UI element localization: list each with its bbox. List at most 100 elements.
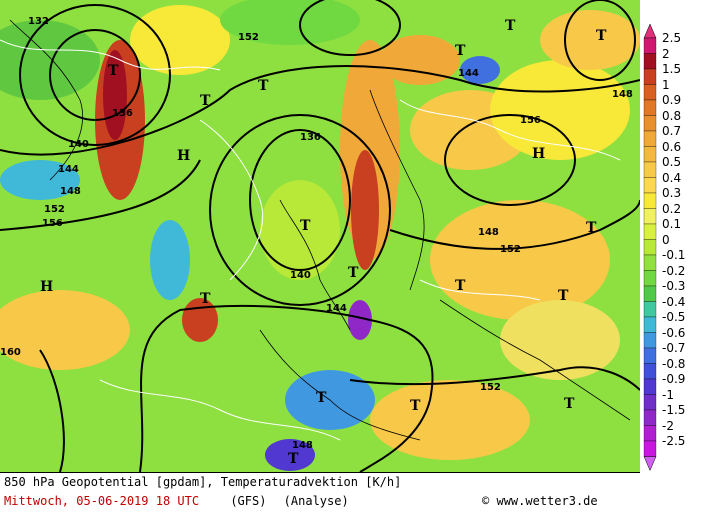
legend-label: -0.5 [662,310,686,324]
legend-swatch [643,347,657,364]
run-type: (Analyse) [283,494,349,508]
legend-label: 1 [662,77,670,92]
legend-label: -0.2 [662,263,686,278]
legend-swatch [643,84,657,101]
legend-swatch [643,239,657,256]
legend-label: -0.3 [662,279,686,293]
contour-label: 148 [292,440,313,451]
legend-label: 0.7 [662,124,682,138]
weather-map: T T T T T T T T T T T T T T H H H T T 132 136 140 144 148 152 156… [0,0,640,472]
legend-swatch [643,115,657,132]
legend-swatch [643,99,657,116]
legend-swatch [643,301,657,318]
contour-label: 148 [612,89,633,100]
legend-swatch [643,270,657,287]
legend-swatch [643,192,657,209]
contour-label: 152 [500,244,521,255]
map-description: 850 hPa Geopotential [gpdam], Temperatur… [4,475,402,489]
contour-label: 144 [326,303,347,314]
legend-swatch [643,37,657,54]
low-pressure-label: T [300,218,311,234]
contour-label: 132 [28,16,49,27]
advection-field [0,0,640,471]
copyright-notice: © www.wetter3.de [482,494,598,508]
low-pressure-label: T [200,291,211,307]
low-pressure-label: T [200,93,211,109]
contour-label: 152 [44,204,65,215]
legend-label: 0.5 [662,155,682,169]
legend-bottom-arrow [643,456,657,472]
legend-label: -1 [662,387,674,402]
low-pressure-label: T [288,451,299,467]
legend-label: 2 [662,46,670,61]
coastlines [9,19,631,441]
contour-label: 140 [68,139,89,150]
geopotential-contours [0,0,640,472]
low-pressure-label: T [258,78,269,94]
contour-label: 156 [42,218,63,229]
legend-swatch [643,130,657,147]
legend-label: -0.9 [662,372,686,386]
contour-label: 148 [60,186,81,197]
legend-swatch [643,332,657,349]
legend-swatch [643,409,657,426]
legend-swatch [643,363,657,380]
legend-swatch [643,394,657,411]
legend-label: 0.4 [662,170,682,185]
legend-swatch [643,161,657,178]
high-pressure-label: H [40,279,53,295]
legend-label: 0.6 [662,139,682,154]
map-footer: 850 hPa Geopotential [gpdam], Temperatur… [0,472,640,514]
legend-swatch [643,316,657,333]
contour-label: 152 [480,382,501,393]
low-pressure-label: T [108,63,119,79]
contour-label: 156 [520,115,541,126]
legend-label: 0.2 [662,201,682,216]
copyright-icon: © [482,494,490,508]
legend-label: 1.5 [662,62,682,76]
low-pressure-label: T [455,43,466,59]
legend-label: -2.5 [662,434,686,448]
zero-isolines [0,39,621,441]
low-pressure-label: T [505,18,516,34]
legend-label: 0.9 [662,93,682,107]
high-pressure-label: H [177,148,190,164]
legend-label: 2.5 [662,31,682,45]
contour-label: 152 [238,32,259,43]
low-pressure-label: T [586,220,597,236]
legend-label: -2 [662,418,674,433]
legend-label: -1.5 [662,403,686,417]
low-pressure-label: T [316,390,327,406]
legend-bar [643,23,657,472]
legend-label: 0.8 [662,108,682,123]
legend-label: -0.4 [662,294,686,309]
valid-date: Mittwoch, 05-06-2019 18 UTC [4,494,200,508]
contour-label: 136 [300,132,321,143]
legend-label: -0.7 [662,341,686,355]
low-pressure-label: T [564,396,575,412]
legend-swatch [643,254,657,271]
low-pressure-label: T [596,28,607,44]
model-name: (GFS) [230,494,267,508]
legend-swatch [643,378,657,395]
legend-swatch [643,285,657,302]
low-pressure-label: T [558,288,569,304]
legend-swatch [643,425,657,442]
legend-swatch [643,177,657,194]
legend-label: 0.1 [662,217,682,231]
legend-swatch [643,68,657,85]
color-legend: 2.5 2 1.5 1 0.9 0.8 0.7 0.6 0.5 0.4 0.3 0.2 0.1 0 -0.1… [640,0,704,513]
legend-label: 0.3 [662,186,682,200]
legend-swatch [643,146,657,163]
low-pressure-label: T [455,278,466,294]
low-pressure-label: T [348,265,359,281]
legend-top-arrow [643,23,657,39]
legend-swatch [643,53,657,70]
contour-label: 136 [112,108,133,119]
legend-label: -0.8 [662,356,686,371]
contour-label: 140 [290,270,311,281]
legend-label: -0.6 [662,325,686,340]
contour-label: 160 [0,347,21,358]
